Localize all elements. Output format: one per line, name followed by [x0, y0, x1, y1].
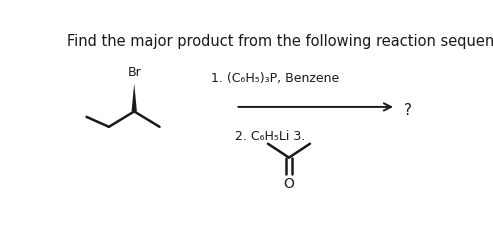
Text: 2. C₆H₅Li 3.: 2. C₆H₅Li 3. — [236, 130, 306, 143]
Polygon shape — [132, 83, 137, 111]
Text: ?: ? — [404, 103, 412, 118]
Text: O: O — [283, 177, 294, 191]
Text: Br: Br — [127, 67, 141, 79]
Text: Find the major product from the following reaction sequence.: Find the major product from the followin… — [68, 34, 493, 49]
Text: 1. (C₆H₅)₃P, Benzene: 1. (C₆H₅)₃P, Benzene — [211, 72, 340, 85]
